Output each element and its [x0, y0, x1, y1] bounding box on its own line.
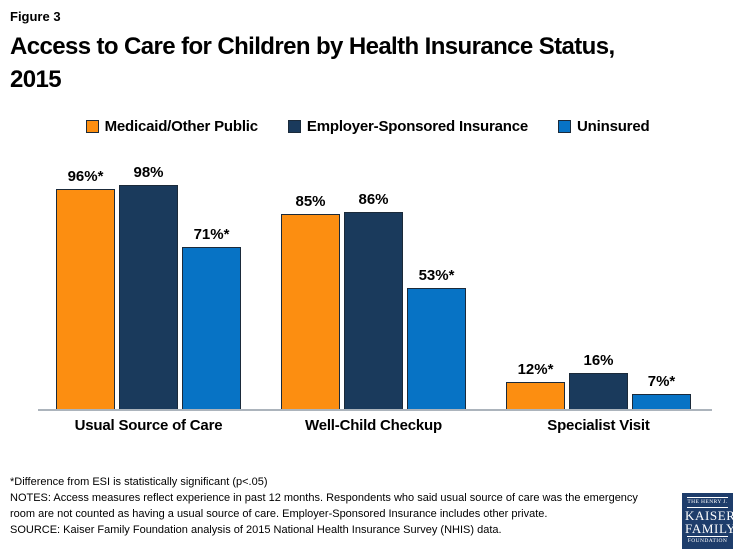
category-label: Usual Source of Care: [74, 417, 223, 434]
bar-value-label: 85%: [295, 193, 326, 210]
bar: [182, 247, 241, 410]
bar-chart: 96%* 98% 71%* 85% 86% 53%* 12%* 16% 7%*: [0, 164, 735, 411]
figure-label: Figure 3: [10, 9, 61, 24]
bar-column: 7%*: [632, 373, 691, 410]
bar-value-label: 7%*: [647, 373, 676, 390]
bar-column: 53%*: [407, 267, 466, 410]
bar-value-label: 96%*: [67, 168, 104, 185]
bar-column: 16%: [569, 352, 628, 410]
legend-swatch-icon: [558, 120, 572, 133]
chart-legend: Medicaid/Other Public Employer-Sponsored …: [0, 118, 735, 135]
bar: [407, 288, 466, 410]
legend-item: Medicaid/Other Public: [85, 118, 259, 135]
bar-column: 86%: [344, 191, 403, 410]
logo-text-kaiser: KAISER: [685, 508, 735, 523]
legend-item: Employer-Sponsored Insurance: [287, 118, 529, 135]
page-title: Access to Care for Children by Health In…: [10, 30, 725, 96]
bar: [56, 189, 115, 410]
category-label: Specialist Visit: [547, 417, 650, 434]
footnote-source: SOURCE: Kaiser Family Foundation analysi…: [10, 524, 502, 536]
bar-value-label: 12%*: [517, 361, 554, 378]
bar-value-label: 16%: [583, 352, 614, 369]
bar: [632, 394, 691, 410]
bar: [344, 212, 403, 410]
logo-text-henry-j: THE HENRY J.: [687, 499, 728, 505]
bar-value-label: 86%: [358, 191, 389, 208]
logo-text-family: FAMILY: [685, 521, 735, 536]
page-title-line-1: Access to Care for Children by Health In…: [10, 33, 615, 60]
bar: [119, 185, 178, 410]
legend-label: Employer-Sponsored Insurance: [306, 118, 529, 135]
legend-swatch-icon: [287, 120, 301, 133]
bar-column: 71%*: [182, 226, 241, 410]
bar-value-label: 71%*: [193, 226, 230, 243]
legend-label: Medicaid/Other Public: [104, 118, 259, 135]
kff-foundation-logo: THE HENRY J. KAISER FAMILY FOUNDATION: [682, 493, 735, 549]
bar: [281, 214, 340, 410]
bar-group: 12%* 16% 7%*: [506, 352, 691, 410]
category-label: Well-Child Checkup: [305, 417, 442, 434]
bar-group: 96%* 98% 71%*: [56, 164, 241, 410]
logo-text-foundation: FOUNDATION: [687, 538, 728, 544]
bar-value-label: 53%*: [418, 267, 455, 284]
logo-divider: [687, 507, 728, 508]
footnote-notes-line-2: room are not counted as having a usual s…: [10, 508, 548, 520]
bar-column: 85%: [281, 193, 340, 410]
bar-group: 85% 86% 53%*: [281, 191, 466, 410]
x-axis-line: [38, 409, 712, 411]
legend-label: Uninsured: [577, 118, 650, 135]
bar-column: 12%*: [506, 361, 565, 410]
footnote-notes-line-1: NOTES: Access measures reflect experienc…: [10, 492, 638, 504]
logo-divider: [687, 497, 728, 498]
legend-item: Uninsured: [558, 118, 650, 135]
page-title-line-2: 2015: [10, 66, 62, 93]
footnote-significance: *Difference from ESI is statistically si…: [10, 476, 268, 488]
legend-swatch-icon: [85, 120, 99, 133]
logo-divider: [687, 536, 728, 537]
category-axis-labels: Usual Source of Care Well-Child Checkup Sp…: [0, 417, 735, 434]
bar-value-label: 98%: [133, 164, 164, 181]
bar-column: 96%*: [56, 168, 115, 410]
bar-column: 98%: [119, 164, 178, 410]
bar: [506, 382, 565, 410]
bar: [569, 373, 628, 410]
footnotes: *Difference from ESI is statistically si…: [10, 474, 638, 538]
